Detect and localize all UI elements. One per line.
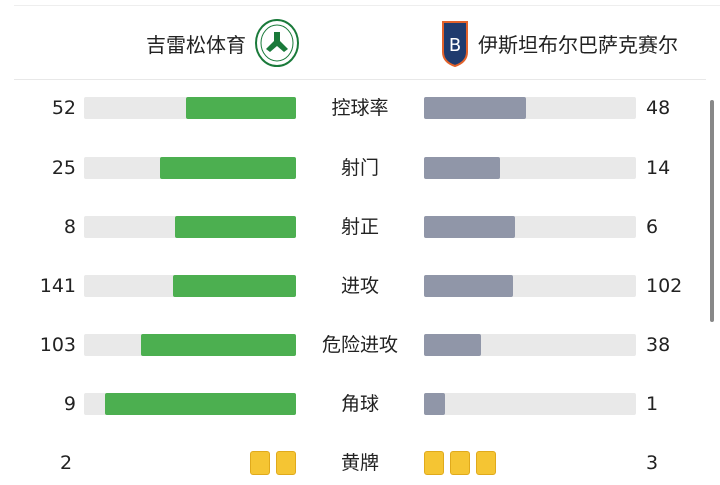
yellow-card-icon <box>424 451 444 475</box>
away-team-name: 伊斯坦布尔巴萨克赛尔 <box>478 32 678 57</box>
home-bar-fill <box>173 275 296 297</box>
away-yellow-cards <box>424 451 496 475</box>
away-value: 102 <box>646 275 683 297</box>
stat-row-yellow-cards: 2 黄牌 3 <box>0 451 720 475</box>
home-bar-track <box>84 97 296 119</box>
stat-label: 危险进攻 <box>321 334 398 356</box>
home-team-name: 吉雷松体育 <box>146 32 246 57</box>
home-bar-fill <box>174 216 296 238</box>
stat-row: 103 危险进攻 38 <box>0 333 720 357</box>
home-value: 141 <box>39 275 76 297</box>
away-value: 3 <box>646 452 659 474</box>
yellow-card-icon <box>450 451 470 475</box>
away-value: 1 <box>646 393 659 415</box>
home-bar-track <box>84 157 296 179</box>
home-bar-fill <box>141 334 296 356</box>
away-bar-track <box>424 216 636 238</box>
yellow-card-icon <box>476 451 496 475</box>
away-bar-fill <box>424 393 446 415</box>
home-bar-track <box>84 275 296 297</box>
away-team[interactable]: B 伊斯坦布尔巴萨克赛尔 <box>440 18 678 68</box>
away-value: 38 <box>646 334 671 356</box>
home-value: 103 <box>39 334 76 356</box>
home-yellow-cards <box>250 451 296 475</box>
home-bar-track <box>84 334 296 356</box>
away-value: 6 <box>646 216 659 238</box>
away-bar-track <box>424 393 636 415</box>
home-team[interactable]: 吉雷松体育 <box>146 18 300 68</box>
home-team-logo-icon <box>255 19 299 67</box>
home-value: 9 <box>63 393 76 415</box>
home-bar-fill <box>105 393 296 415</box>
stat-label: 角球 <box>340 393 379 415</box>
yellow-card-icon <box>276 451 296 475</box>
stat-label: 射门 <box>340 157 379 179</box>
away-bar-fill <box>424 157 501 179</box>
home-value: 25 <box>51 157 76 179</box>
home-value: 8 <box>63 216 76 238</box>
home-value: 2 <box>60 452 73 474</box>
stat-label: 控球率 <box>331 97 389 119</box>
home-bar-fill <box>185 97 296 119</box>
away-value: 48 <box>646 97 671 119</box>
away-bar-track <box>424 275 636 297</box>
stat-label: 射正 <box>340 216 379 238</box>
home-bar-track <box>84 216 296 238</box>
stat-row: 8 射正 6 <box>0 215 720 239</box>
yellow-card-icon <box>250 451 270 475</box>
home-bar-track <box>84 393 296 415</box>
stat-label: 进攻 <box>340 275 379 297</box>
away-bar-fill <box>424 334 482 356</box>
away-bar-track <box>424 157 636 179</box>
scrollbar[interactable] <box>710 100 714 322</box>
stat-row: 141 进攻 102 <box>0 274 720 298</box>
stat-row: 9 角球 1 <box>0 392 720 416</box>
away-bar-track <box>424 334 636 356</box>
away-team-logo-icon: B <box>442 21 468 68</box>
away-bar-track <box>424 97 636 119</box>
away-value: 14 <box>646 157 671 179</box>
away-bar-fill <box>424 97 526 119</box>
home-bar-fill <box>160 157 296 179</box>
stat-row: 25 射门 14 <box>0 156 720 180</box>
away-bar-fill <box>424 275 513 297</box>
stat-label: 黄牌 <box>340 452 379 474</box>
home-value: 52 <box>51 97 76 119</box>
away-bar-fill <box>424 216 515 238</box>
teams-header: 吉雷松体育 B 伊斯坦布尔巴萨克赛尔 <box>0 18 720 68</box>
header-divider <box>14 79 706 80</box>
top-divider <box>14 5 720 6</box>
stat-row: 52 控球率 48 <box>0 96 720 120</box>
svg-text:B: B <box>449 35 461 56</box>
